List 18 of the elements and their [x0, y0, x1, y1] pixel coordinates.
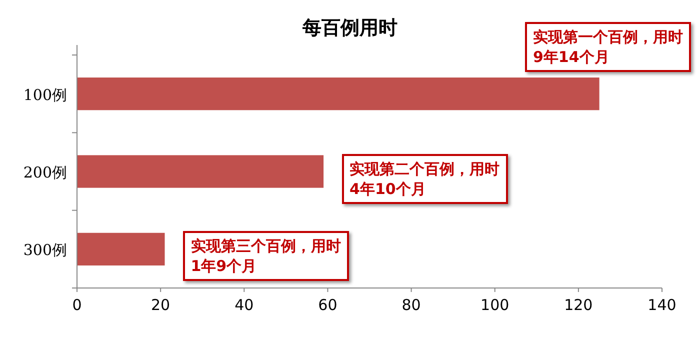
x-tick-label: 20 — [151, 296, 170, 314]
chart-title: 每百例用时 — [302, 17, 398, 39]
annotation: 实现第二个百例，用时4年10个月 — [342, 154, 508, 204]
y-tick-label: 200例 — [23, 164, 67, 182]
bar — [77, 232, 165, 266]
x-tick-label: 0 — [72, 296, 82, 314]
y-tick-label: 100例 — [23, 86, 67, 104]
x-tick-label: 140 — [648, 296, 676, 314]
y-tick-label: 300例 — [23, 241, 67, 260]
bar — [77, 78, 600, 110]
x-tick-label: 80 — [402, 296, 421, 314]
bar — [77, 155, 324, 188]
x-tick-label: 100 — [480, 296, 510, 314]
x-tick-label: 120 — [564, 296, 593, 314]
x-tick-label: 40 — [234, 296, 254, 314]
annotation: 实现第一个百例，用时9年14个月 — [525, 22, 691, 72]
x-tick-label: 60 — [318, 296, 338, 314]
annotation: 实现第三个百例，用时1年9个月 — [182, 231, 349, 282]
